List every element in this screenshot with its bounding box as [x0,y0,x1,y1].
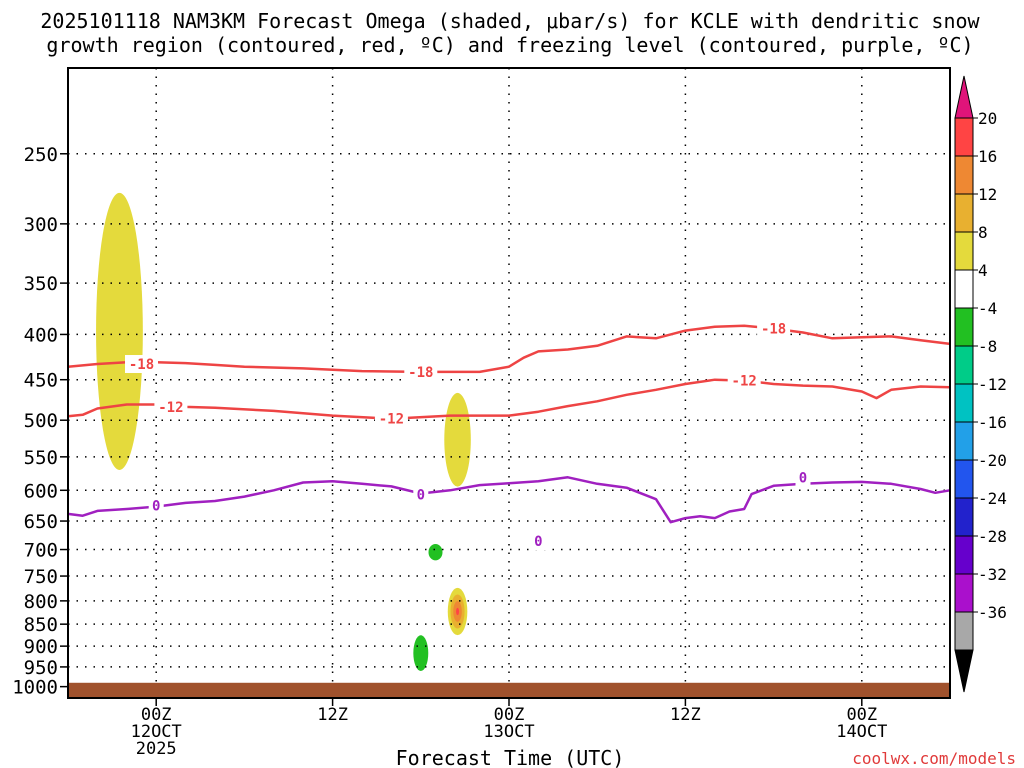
y-tick-label-950: 950 [24,657,58,679]
contour-label-0-0: -18 [129,357,154,373]
colorbar-label-8: -16 [978,413,1007,432]
colorbar-segment-3 [955,232,973,270]
omega-region-negative-4 [413,635,428,671]
y-tick-label-250: 250 [24,144,58,166]
contour-label-2-0: 0 [152,498,160,514]
ground-below-surface [68,683,950,698]
x-tick-time-12: 12Z [317,705,348,725]
colorbar-segment-9 [955,460,973,498]
y-tick-label-400: 400 [24,324,58,346]
colorbar-segment-7 [955,384,973,422]
credit-text: coolwx.com/models [852,749,1016,768]
y-tick-label-450: 450 [24,370,58,392]
colorbar-label-0: 20 [978,109,997,128]
y-tick-label-550: 550 [24,447,58,469]
y-tick-label-300: 300 [24,214,58,236]
x-tick-time-36: 12Z [670,705,701,725]
colorbar-segment-4 [955,270,973,308]
colorbar-label-3: 8 [978,223,988,242]
contour-label-2-3: 0 [799,470,807,486]
colorbar-segment-11 [955,536,973,574]
x-tick-year-0: 2025 [136,739,177,759]
contour-label-0-1: -18 [408,365,433,381]
plot-area: -18 -18 -18 -12 -12 -12 0 0 0 0 [68,68,950,698]
colorbar: 20 16 12 8 4 -4 -8 -12 -16 -20 -24 -28 -32 -36 [955,76,1007,692]
contour-label-1-0: -12 [158,400,183,416]
colorbar-segment-10 [955,498,973,536]
y-tick-label-900: 900 [24,636,58,658]
colorbar-segment-1 [955,156,973,194]
colorbar-label-10: -24 [978,489,1007,508]
y-tick-label-1000: 1000 [12,677,58,699]
colorbar-bottom-arrow [955,650,973,692]
colorbar-segment-5 [955,308,973,346]
colorbar-segment-0 [955,118,973,156]
y-tick-label-750: 750 [24,566,58,588]
omega-region-2-level-20 [456,608,459,615]
omega-time-height-chart: 2025101118 NAM3KM Forecast Omega (shaded… [0,0,1024,768]
colorbar-label-7: -12 [978,375,1007,394]
y-tick-label-350: 350 [24,273,58,295]
x-tick-date-24: 13OCT [483,722,534,742]
omega-region-1-level-8 [444,393,471,487]
colorbar-label-13: -36 [978,603,1007,622]
omega-region-negative-3 [429,544,443,560]
colorbar-top-arrow [955,76,973,118]
colorbar-label-4: 4 [978,261,988,280]
colorbar-segment-2 [955,194,973,232]
colorbar-label-6: -8 [978,337,997,356]
chart-title-line2: growth region (contoured, red, ºC) and f… [46,33,973,57]
y-axis-pressure: 2503003504004505005506006507007508008509… [12,144,68,699]
y-tick-label-800: 800 [24,591,58,613]
contour-label-1-1: -12 [379,412,404,428]
y-tick-label-650: 650 [24,511,58,533]
y-tick-label-850: 850 [24,614,58,636]
colorbar-segment-8 [955,422,973,460]
y-tick-label-600: 600 [24,480,58,502]
colorbar-segment-13 [955,612,973,650]
colorbar-segment-12 [955,574,973,612]
colorbar-label-2: 12 [978,185,997,204]
colorbar-label-9: -20 [978,451,1007,470]
colorbar-label-5: -4 [978,299,997,318]
contour-label-1-2: -12 [732,374,757,390]
contour-label-0-2: -18 [761,322,786,338]
x-axis-label: Forecast Time (UTC) [396,746,625,768]
contour-label-2-2: 0 [534,534,542,550]
colorbar-label-1: 16 [978,147,997,166]
chart-title-line1: 2025101118 NAM3KM Forecast Omega (shaded… [40,9,980,33]
contour-label-2-1: 0 [417,488,425,504]
colorbar-label-12: -32 [978,565,1007,584]
omega-region-0-level-8 [96,193,143,470]
colorbar-segment-6 [955,346,973,384]
x-tick-date-48: 14OCT [836,722,887,742]
y-tick-label-700: 700 [24,540,58,562]
colorbar-label-11: -28 [978,527,1007,546]
y-tick-label-500: 500 [24,410,58,432]
